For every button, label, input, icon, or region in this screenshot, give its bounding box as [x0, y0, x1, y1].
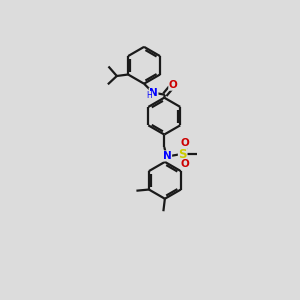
- Text: N: N: [149, 88, 158, 98]
- Text: O: O: [169, 80, 178, 90]
- Text: O: O: [181, 159, 189, 169]
- Text: N: N: [163, 151, 172, 161]
- Text: O: O: [181, 138, 189, 148]
- Text: H: H: [146, 91, 152, 100]
- Text: S: S: [178, 148, 187, 161]
